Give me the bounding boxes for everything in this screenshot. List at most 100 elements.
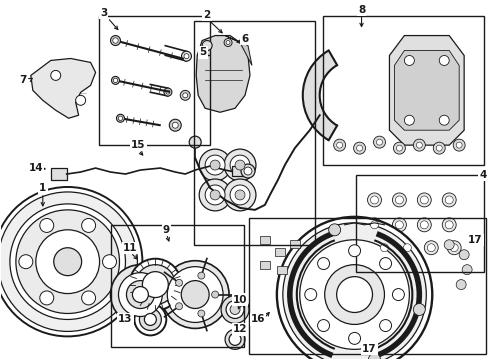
Circle shape [417, 193, 431, 207]
Bar [356, 175, 484, 272]
Circle shape [318, 258, 330, 270]
Circle shape [226, 41, 230, 45]
Circle shape [82, 291, 96, 305]
Circle shape [380, 244, 389, 252]
Circle shape [102, 255, 117, 269]
Circle shape [129, 259, 181, 310]
Circle shape [145, 314, 156, 325]
Circle shape [436, 145, 442, 151]
Circle shape [10, 204, 125, 319]
Circle shape [395, 221, 403, 229]
Circle shape [189, 136, 201, 148]
Circle shape [212, 291, 219, 298]
Polygon shape [225, 36, 252, 66]
Circle shape [183, 93, 188, 98]
Circle shape [75, 95, 86, 105]
Circle shape [393, 142, 405, 154]
Circle shape [180, 90, 190, 100]
Circle shape [135, 265, 175, 305]
Circle shape [368, 353, 380, 360]
Circle shape [403, 244, 412, 252]
Circle shape [400, 241, 415, 255]
Text: 14: 14 [28, 163, 43, 173]
Circle shape [368, 193, 382, 207]
Polygon shape [196, 36, 250, 112]
Circle shape [111, 36, 121, 45]
Circle shape [0, 187, 143, 336]
Circle shape [348, 332, 361, 345]
Circle shape [16, 210, 120, 314]
Circle shape [318, 320, 330, 332]
Circle shape [224, 179, 256, 211]
Circle shape [230, 155, 250, 175]
Bar [260, 236, 270, 244]
Circle shape [244, 167, 252, 175]
Circle shape [225, 329, 245, 349]
Circle shape [36, 230, 99, 293]
Bar [275, 248, 285, 256]
Text: 5: 5 [199, 48, 207, 58]
Bar [232, 166, 244, 176]
Circle shape [235, 190, 245, 200]
Circle shape [113, 38, 118, 43]
Circle shape [376, 139, 383, 145]
Text: 17: 17 [362, 345, 377, 354]
Circle shape [462, 265, 472, 275]
Circle shape [224, 149, 256, 181]
Circle shape [118, 116, 122, 121]
Polygon shape [31, 58, 96, 118]
Circle shape [202, 41, 212, 50]
Circle shape [453, 139, 465, 151]
Text: 11: 11 [123, 243, 138, 253]
Circle shape [224, 39, 232, 46]
Circle shape [140, 309, 161, 330]
Circle shape [424, 241, 438, 255]
Circle shape [210, 160, 220, 170]
Text: 16: 16 [251, 314, 265, 324]
Circle shape [395, 196, 403, 204]
Circle shape [445, 221, 453, 229]
Polygon shape [303, 50, 337, 140]
Circle shape [380, 320, 392, 332]
Circle shape [439, 55, 449, 66]
Bar [51, 168, 67, 180]
Circle shape [416, 142, 422, 148]
Circle shape [51, 71, 61, 80]
Circle shape [433, 142, 445, 154]
Circle shape [143, 272, 168, 298]
Circle shape [445, 196, 453, 204]
Circle shape [456, 280, 466, 289]
Text: 3: 3 [100, 8, 107, 18]
Circle shape [357, 145, 363, 151]
Circle shape [439, 115, 449, 125]
Circle shape [226, 301, 244, 319]
Circle shape [112, 76, 120, 84]
Text: 6: 6 [242, 33, 248, 44]
Circle shape [172, 122, 178, 128]
Circle shape [450, 244, 458, 252]
Text: 10: 10 [233, 294, 247, 305]
Circle shape [370, 221, 378, 229]
Circle shape [459, 250, 469, 260]
Circle shape [417, 218, 431, 232]
Circle shape [40, 291, 54, 305]
Text: 7: 7 [19, 75, 26, 85]
Circle shape [329, 224, 341, 236]
Circle shape [82, 219, 96, 233]
Circle shape [117, 114, 124, 122]
Circle shape [199, 179, 231, 211]
Text: 4: 4 [479, 170, 487, 180]
Circle shape [54, 248, 82, 276]
Circle shape [337, 142, 343, 148]
Circle shape [456, 142, 462, 148]
Circle shape [181, 280, 209, 309]
Text: 17: 17 [468, 235, 483, 245]
Circle shape [334, 139, 345, 151]
Circle shape [354, 142, 366, 154]
Circle shape [175, 303, 183, 310]
Circle shape [377, 241, 392, 255]
Circle shape [277, 217, 432, 360]
Text: 2: 2 [203, 10, 211, 20]
Circle shape [221, 296, 249, 323]
Circle shape [210, 190, 220, 200]
